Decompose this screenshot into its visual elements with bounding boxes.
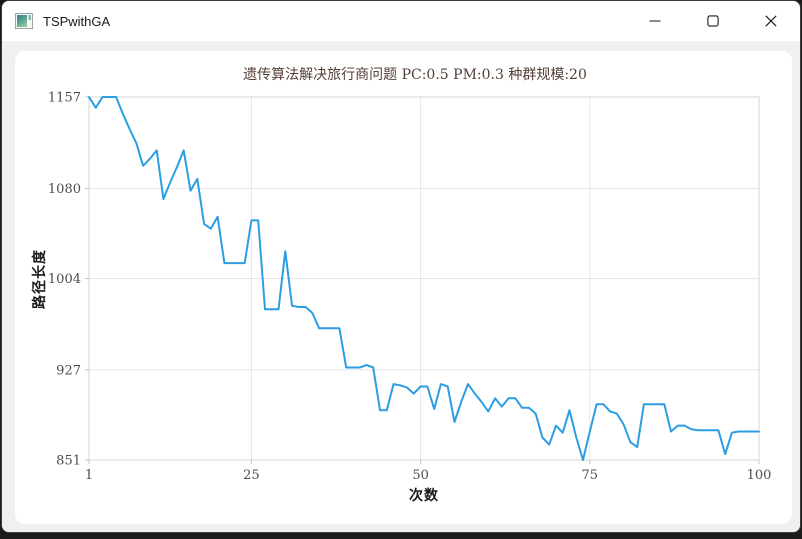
x-tick-label: 50 [412, 468, 429, 483]
y-tick-label: 1080 [48, 182, 81, 197]
data-line [88, 96, 760, 461]
y-tick-label: 1157 [48, 91, 81, 106]
x-tick-label: 25 [243, 468, 260, 483]
x-tick-label: 100 [747, 468, 772, 483]
close-icon [765, 15, 777, 27]
maximize-icon [707, 15, 719, 27]
y-tick-label: 927 [56, 363, 81, 378]
client-area: 1157 1080 1004 927 851 1 25 50 75 100 遗传算法解决旅行商问题… [2, 41, 800, 532]
x-tick-label: 75 [582, 468, 599, 483]
app-icon [15, 13, 33, 29]
y-tick-label: 851 [56, 454, 81, 469]
y-tick-label: 1004 [48, 272, 81, 287]
x-axis-label: 次数 [409, 487, 439, 503]
minimize-button[interactable] [626, 1, 684, 41]
y-axis-label: 路径长度 [31, 249, 47, 309]
close-button[interactable] [742, 1, 800, 41]
chart-card: 1157 1080 1004 927 851 1 25 50 75 100 遗传算法解决旅行商问题… [15, 51, 792, 524]
x-tick-label: 1 [85, 468, 93, 483]
maximize-button[interactable] [684, 1, 742, 41]
titlebar: TSPwithGA [2, 1, 800, 41]
window-controls [626, 1, 800, 41]
line-chart-canvas: 1157 1080 1004 927 851 1 25 50 75 100 [48, 91, 772, 484]
window-title: TSPwithGA [43, 13, 111, 29]
minimize-icon [649, 20, 661, 22]
chart-title: 遗传算法解决旅行商问题 PC:0.5 PM:0.3 种群规模:20 [243, 67, 587, 83]
